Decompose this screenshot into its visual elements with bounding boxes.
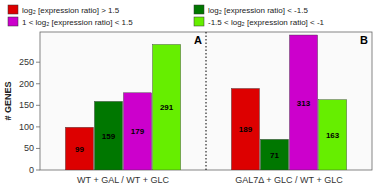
y-tick-label: 250 bbox=[19, 57, 34, 67]
data-label: 189 bbox=[239, 125, 253, 134]
y-tick bbox=[36, 62, 40, 63]
y-tick-label: 0 bbox=[29, 165, 34, 175]
panel-label: B bbox=[360, 34, 368, 46]
legend-label: log₂ [expression ratio] < -1.5 bbox=[208, 6, 308, 15]
data-labels: 99 159 179 291 189 71 313 163 bbox=[75, 99, 340, 160]
data-label: 291 bbox=[160, 103, 174, 112]
y-tick-label: 200 bbox=[19, 79, 34, 89]
bar bbox=[260, 139, 288, 170]
x-tick-label: WT + GAL / WT + GLC bbox=[77, 175, 169, 185]
legend: log₂ [expression ratio] > 1.5 log₂ [expre… bbox=[8, 5, 325, 27]
chart-svg: log₂ [expression ratio] > 1.5 log₂ [expre… bbox=[0, 0, 380, 194]
bar bbox=[319, 100, 347, 170]
y-tick bbox=[36, 105, 40, 106]
bar bbox=[153, 45, 181, 170]
panel-label: A bbox=[194, 34, 202, 46]
bar bbox=[94, 101, 122, 170]
legend-swatch bbox=[8, 17, 18, 26]
y-tick bbox=[36, 148, 40, 149]
y-tick bbox=[36, 83, 40, 84]
legend-swatch bbox=[8, 5, 18, 14]
legend-label: log₂ [expression ratio] > 1.5 bbox=[22, 6, 120, 15]
data-label: 99 bbox=[75, 145, 84, 154]
y-tick-label: 50 bbox=[24, 143, 34, 153]
data-label: 163 bbox=[326, 131, 340, 140]
data-label: 313 bbox=[297, 99, 311, 108]
chart-container: log₂ [expression ratio] > 1.5 log₂ [expre… bbox=[0, 0, 380, 194]
legend-label: -1.5 < log₂ [expression ratio] < -1 bbox=[208, 18, 325, 27]
legend-swatch bbox=[194, 17, 204, 26]
bar bbox=[124, 93, 152, 170]
y-tick bbox=[36, 126, 40, 127]
bar bbox=[290, 35, 318, 170]
legend-swatch bbox=[194, 5, 204, 14]
x-tick-label: GAL7Δ + GLC / WT + GLC bbox=[235, 175, 343, 185]
bar bbox=[65, 127, 93, 170]
legend-label: 1 < log₂ [expression ratio] < 1.5 bbox=[22, 18, 133, 27]
group-divider bbox=[206, 32, 207, 170]
bar bbox=[231, 88, 259, 170]
y-tick-label: 150 bbox=[19, 100, 34, 110]
data-label: 179 bbox=[131, 127, 145, 136]
plot-frame bbox=[40, 32, 372, 170]
y-axis-label: # GENES bbox=[3, 81, 13, 120]
y-tick bbox=[36, 170, 40, 171]
data-label: 159 bbox=[102, 132, 116, 141]
data-label: 71 bbox=[270, 151, 279, 160]
y-tick-label: 100 bbox=[19, 122, 34, 132]
